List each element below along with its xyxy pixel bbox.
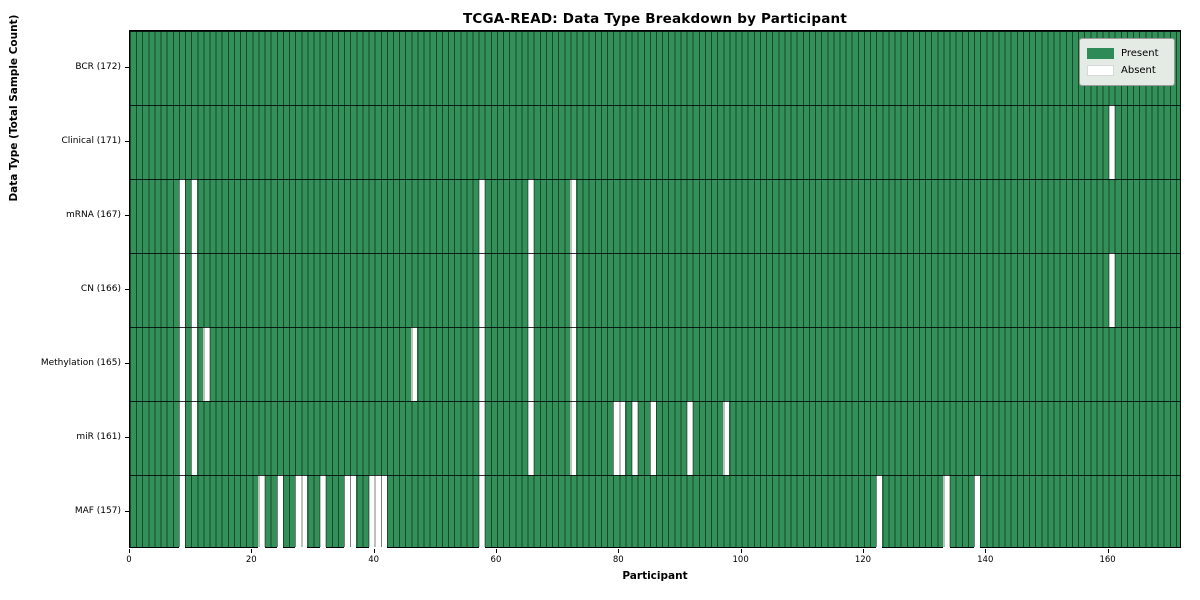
absent-cell-miR-97: [723, 401, 730, 475]
absent-cell-MAF-31: [319, 475, 326, 549]
absent-cell-mRNA-72: [570, 179, 577, 253]
x-tick-label-20: 20: [245, 555, 257, 565]
heatmap-row-mRNA: [130, 179, 1180, 253]
y-tick-mark: [125, 289, 129, 290]
heatmap-rows: [130, 31, 1180, 549]
heatmap-row-MAF: [130, 475, 1180, 549]
y-tick-mark: [125, 363, 129, 364]
absent-cell-Methylation-46: [411, 327, 418, 401]
y-tick-label-mRNA: mRNA (167): [66, 210, 121, 220]
present-swatch-icon: [1087, 48, 1114, 59]
absent-cell-miR-10: [191, 401, 198, 475]
y-tick-mark: [125, 67, 129, 68]
legend-present-label: Present: [1121, 48, 1159, 59]
x-tick-label-60: 60: [490, 555, 502, 565]
absent-cell-CN-10: [191, 253, 198, 327]
absent-cell-miR-85: [649, 401, 656, 475]
absent-cell-MAF-36: [350, 475, 357, 549]
legend-entry-present: Present: [1087, 45, 1166, 62]
y-tick-label-Clinical: Clinical (171): [61, 136, 121, 146]
absent-cell-mRNA-65: [527, 179, 534, 253]
y-tick-mark: [125, 215, 129, 216]
absent-cell-CN-160: [1108, 253, 1115, 327]
legend-absent-label: Absent: [1121, 65, 1156, 76]
absent-cell-MAF-8: [178, 475, 186, 549]
y-tick-labels: BCR (172) Clinical (171) mRNA (167) CN (166…: [0, 30, 129, 548]
y-tick-label-miR: miR (161): [76, 432, 121, 442]
legend-entry-absent: Absent: [1087, 62, 1166, 79]
heatmap-row-miR: [130, 401, 1180, 475]
y-tick-label-BCR: BCR (172): [75, 62, 121, 72]
absent-cell-miR-72: [570, 401, 577, 475]
x-tick-label-80: 80: [612, 555, 624, 565]
x-tick-label-0: 0: [126, 555, 132, 565]
absent-cell-MAF-122: [876, 475, 883, 549]
x-tick-label-120: 120: [854, 555, 872, 565]
x-tick-mark-0: [129, 549, 130, 553]
heatmap-row-Clinical: [130, 105, 1180, 179]
absent-cell-MAF-28: [301, 475, 308, 549]
absent-cell-MAF-24: [276, 475, 283, 549]
heatmap-row-CN: [130, 253, 1180, 327]
x-tick-mark-60: [495, 549, 497, 553]
absent-cell-miR-82: [631, 401, 638, 475]
x-tick-mark-140: [985, 549, 987, 553]
absent-cell-mRNA-57: [478, 179, 485, 253]
y-tick-mark: [125, 437, 129, 438]
absent-swatch-icon: [1087, 65, 1114, 76]
x-tick-label-160: 160: [1099, 555, 1116, 565]
absent-cell-miR-65: [527, 401, 534, 475]
y-tick-mark: [125, 141, 129, 142]
absent-cell-Methylation-65: [527, 327, 534, 401]
legend: Present Absent: [1079, 38, 1175, 86]
y-tick-label-CN: CN (166): [80, 284, 121, 294]
heatmap-row-BCR: [130, 31, 1180, 105]
chart-title: TCGA-READ: Data Type Breakdown by Partic…: [462, 11, 848, 27]
absent-cell-Methylation-8: [178, 327, 186, 401]
y-tick-label-Methylation: Methylation (165): [40, 358, 121, 368]
heatmap-row-Methylation: [130, 327, 1180, 401]
absent-cell-MAF-57: [478, 475, 485, 549]
absent-cell-CN-8: [178, 253, 186, 327]
x-axis-label: Participant: [622, 570, 688, 582]
x-axis-ticks: 0 20 40 60 80 100 120 140 160: [0, 548, 1200, 568]
absent-cell-Methylation-57: [478, 327, 485, 401]
x-tick-mark-80: [618, 549, 620, 553]
absent-cell-MAF-21: [258, 475, 265, 549]
absent-cell-Methylation-10: [191, 327, 198, 401]
absent-cell-miR-8: [178, 401, 186, 475]
absent-cell-miR-57: [478, 401, 485, 475]
absent-cell-mRNA-8: [178, 179, 186, 253]
x-tick-label-40: 40: [368, 555, 380, 565]
absent-cell-CN-65: [527, 253, 534, 327]
absent-cell-MAF-41: [380, 475, 387, 549]
absent-cell-Clinical-160: [1108, 105, 1115, 179]
x-tick-mark-40: [373, 549, 375, 553]
absent-cell-CN-72: [570, 253, 577, 327]
x-tick-mark-160: [1107, 549, 1109, 553]
y-tick-label-MAF: MAF (157): [74, 506, 121, 516]
x-tick-mark-20: [251, 549, 253, 553]
absent-cell-Methylation-12: [203, 327, 210, 401]
absent-cell-CN-57: [478, 253, 485, 327]
absent-cell-miR-80: [619, 401, 626, 475]
x-tick-mark-120: [862, 549, 864, 553]
absent-cell-miR-91: [686, 401, 693, 475]
absent-cell-Methylation-72: [570, 327, 577, 401]
x-tick-label-100: 100: [732, 555, 749, 565]
absent-cell-MAF-133: [943, 475, 950, 549]
absent-cell-mRNA-10: [191, 179, 198, 253]
x-tick-label-140: 140: [977, 555, 994, 565]
y-tick-mark: [125, 511, 129, 512]
x-tick-mark-100: [740, 549, 742, 553]
absent-cell-MAF-138: [974, 475, 981, 549]
heatmap-plot-area: Present Absent: [129, 30, 1181, 549]
